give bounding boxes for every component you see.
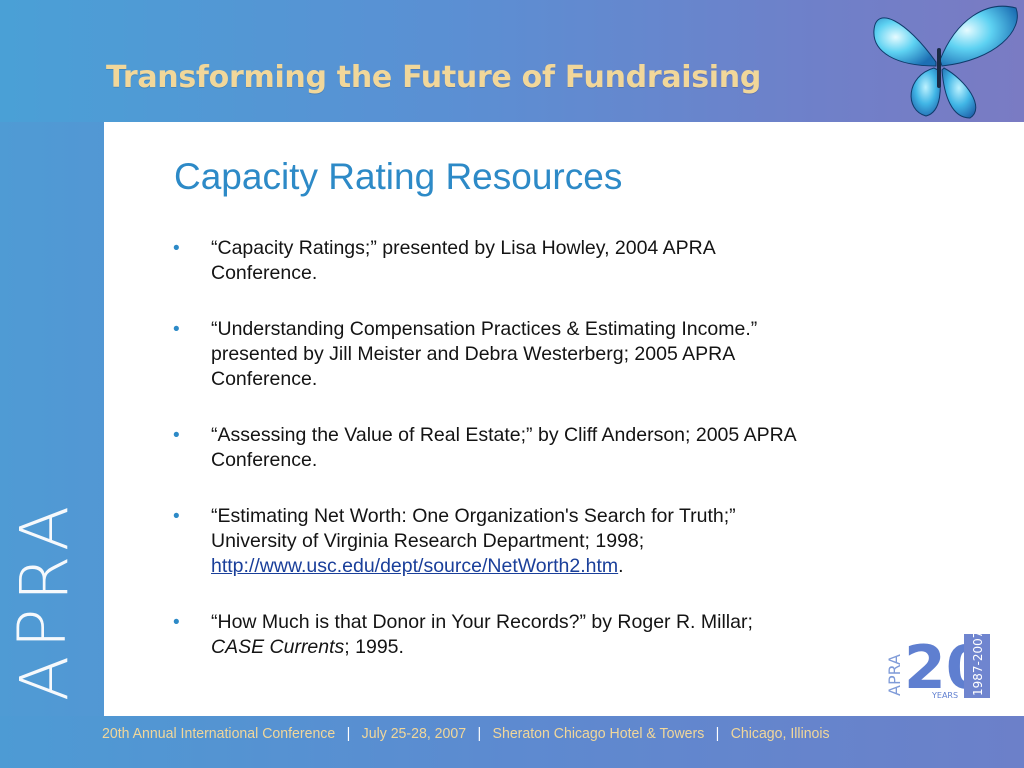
list-item: • “Assessing the Value of Real Estate;” … <box>168 423 908 473</box>
bullet-text: “How Much is that Donor in Your Records?… <box>211 611 753 633</box>
list-item: • “Capacity Ratings;” presented by Lisa … <box>168 236 908 286</box>
bullet-text: “Assessing the Value of Real Estate;” by… <box>211 424 797 446</box>
header-band: Transforming the Future of Fundraising <box>0 0 1024 122</box>
bullet-text: University of Virginia Research Departme… <box>211 530 645 552</box>
logo-year-range: 1987-2007 <box>971 631 985 696</box>
bullet-icon: • <box>173 506 180 527</box>
header-title: Transforming the Future of Fundraising <box>106 60 762 95</box>
footer-venue: Sheraton Chicago Hotel & Towers <box>492 725 705 742</box>
bullet-icon: • <box>173 425 180 446</box>
footer-dates: July 25-28, 2007 <box>361 725 467 742</box>
footer-separator: | <box>715 725 720 742</box>
bullet-text: “Capacity Ratings;” presented by Lisa Ho… <box>211 237 716 259</box>
list-item: • “Estimating Net Worth: One Organizatio… <box>168 504 908 579</box>
bullet-text: “Understanding Compensation Practices & … <box>211 318 758 340</box>
footer-band: 20th Annual International Conference | J… <box>0 716 1024 768</box>
side-letter: P <box>3 608 81 649</box>
side-letter: A <box>6 655 84 702</box>
logo-apra-text: APRA <box>885 654 904 696</box>
footer-conference: 20th Annual International Conference <box>102 725 336 742</box>
bullet-text: Conference. <box>211 368 318 390</box>
apra-20-years-logo: APRA 20 YEARS 1987-2007 <box>885 631 990 700</box>
side-letter: R <box>6 555 84 602</box>
logo-years-text: YEARS <box>931 691 958 700</box>
footer-city: Chicago, Illinois <box>730 725 830 742</box>
list-item: • “Understanding Compensation Practices … <box>168 317 908 392</box>
side-apra-logo: A P R A <box>3 506 108 720</box>
networth-link[interactable]: http://www.usc.edu/dept/source/NetWorth2… <box>211 555 619 577</box>
footer-separator: | <box>477 725 482 742</box>
content-panel: Capacity Rating Resources • “Capacity Ra… <box>104 122 1024 716</box>
bullet-icon: • <box>173 319 180 340</box>
bullet-text: presented by Jill Meister and Debra West… <box>211 343 736 365</box>
side-letter: A <box>6 505 84 552</box>
bullet-text: Conference. <box>211 262 318 284</box>
footer-text: 20th Annual International Conference | J… <box>102 725 830 742</box>
bullet-icon: • <box>173 612 180 633</box>
bullet-text: ; 1995. <box>344 636 404 658</box>
slide-title: Capacity Rating Resources <box>174 156 623 197</box>
butterfly-icon <box>873 5 1018 119</box>
publication-title: CASE Currents <box>211 636 345 658</box>
bullet-text: “Estimating Net Worth: One Organization'… <box>211 505 736 527</box>
bullet-text: Conference. <box>211 449 318 471</box>
bullet-text: . <box>618 555 624 577</box>
footer-separator: | <box>346 725 351 742</box>
list-item: • “How Much is that Donor in Your Record… <box>168 610 908 660</box>
bullet-list: • “Capacity Ratings;” presented by Lisa … <box>168 236 908 691</box>
bullet-icon: • <box>173 238 180 259</box>
